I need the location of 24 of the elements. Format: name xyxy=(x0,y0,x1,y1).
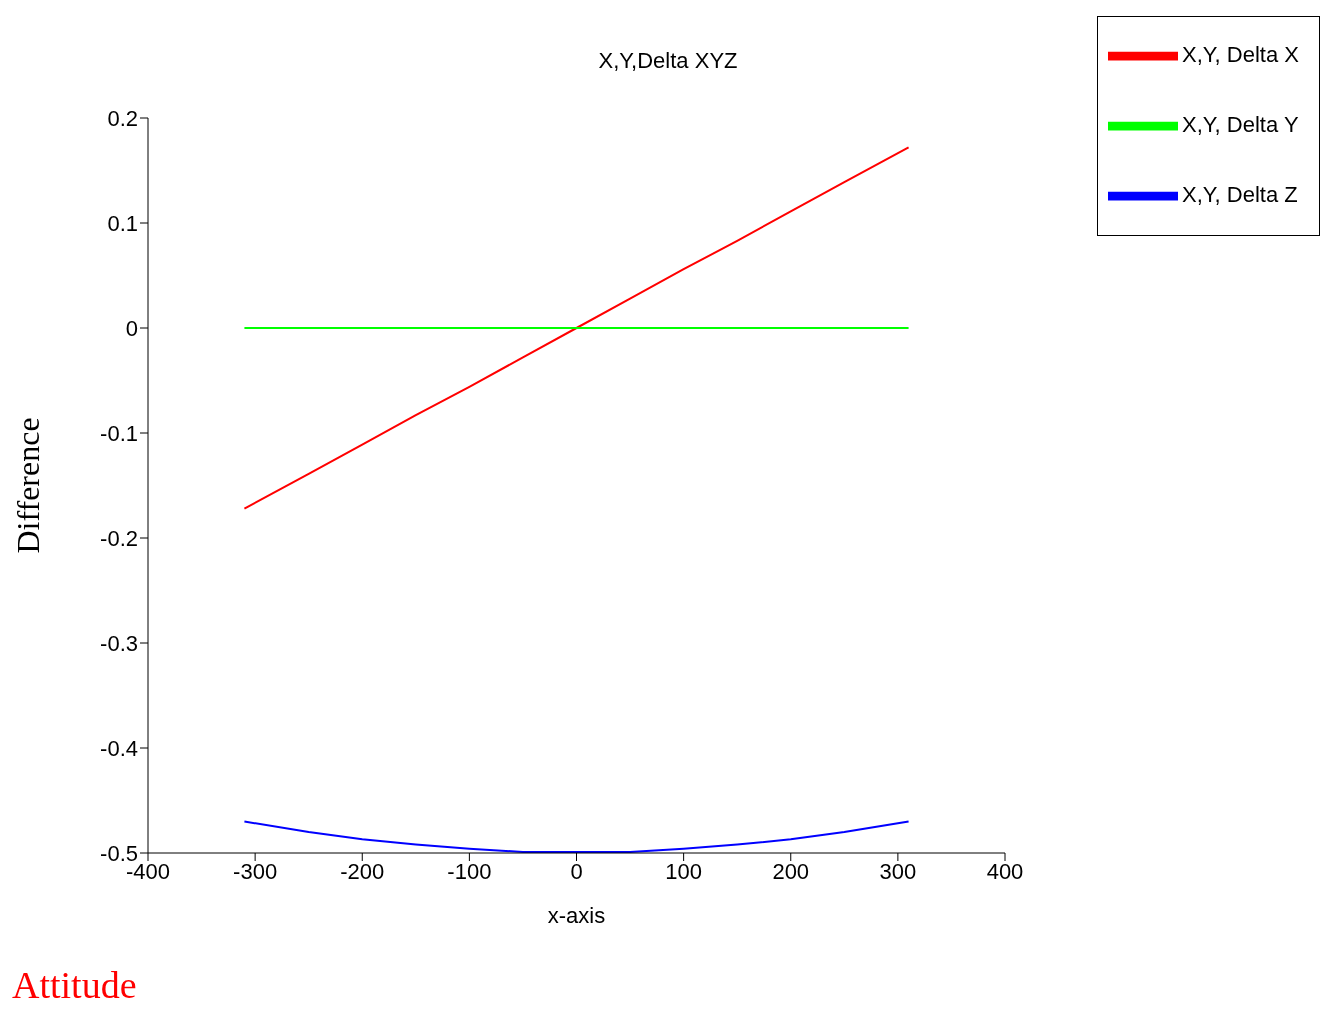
legend-label: X,Y, Delta X xyxy=(1182,41,1299,67)
x-tick-label: 200 xyxy=(772,858,810,884)
x-tick-label: 400 xyxy=(986,858,1024,884)
y-tick-label: 0.2 xyxy=(107,105,138,131)
x-tick-label: -200 xyxy=(340,858,385,884)
y-tick-label: -0.1 xyxy=(100,420,138,446)
x-tick-label: 300 xyxy=(879,858,917,884)
x-tick-label: -100 xyxy=(447,858,492,884)
y-axis-title: Difference xyxy=(10,417,47,554)
x-tick-label: -300 xyxy=(233,858,278,884)
chart-title: X,Y,Delta XYZ xyxy=(598,48,738,73)
y-tick-label: 0.1 xyxy=(107,210,138,236)
legend-label: X,Y, Delta Z xyxy=(1182,181,1298,207)
legend-label: X,Y, Delta Y xyxy=(1182,111,1299,137)
y-tick-label: -0.4 xyxy=(100,735,138,761)
y-tick-label: -0.2 xyxy=(100,525,138,551)
x-tick-label: 0 xyxy=(570,858,583,884)
x-tick-label: 100 xyxy=(665,858,702,884)
text: Attitude xyxy=(12,963,137,1007)
line-series xyxy=(243,146,910,510)
x-axis-title: x-axis xyxy=(547,903,606,928)
line-series xyxy=(243,820,910,853)
y-tick-label: -0.3 xyxy=(100,630,138,656)
y-tick-label: 0 xyxy=(125,315,138,341)
